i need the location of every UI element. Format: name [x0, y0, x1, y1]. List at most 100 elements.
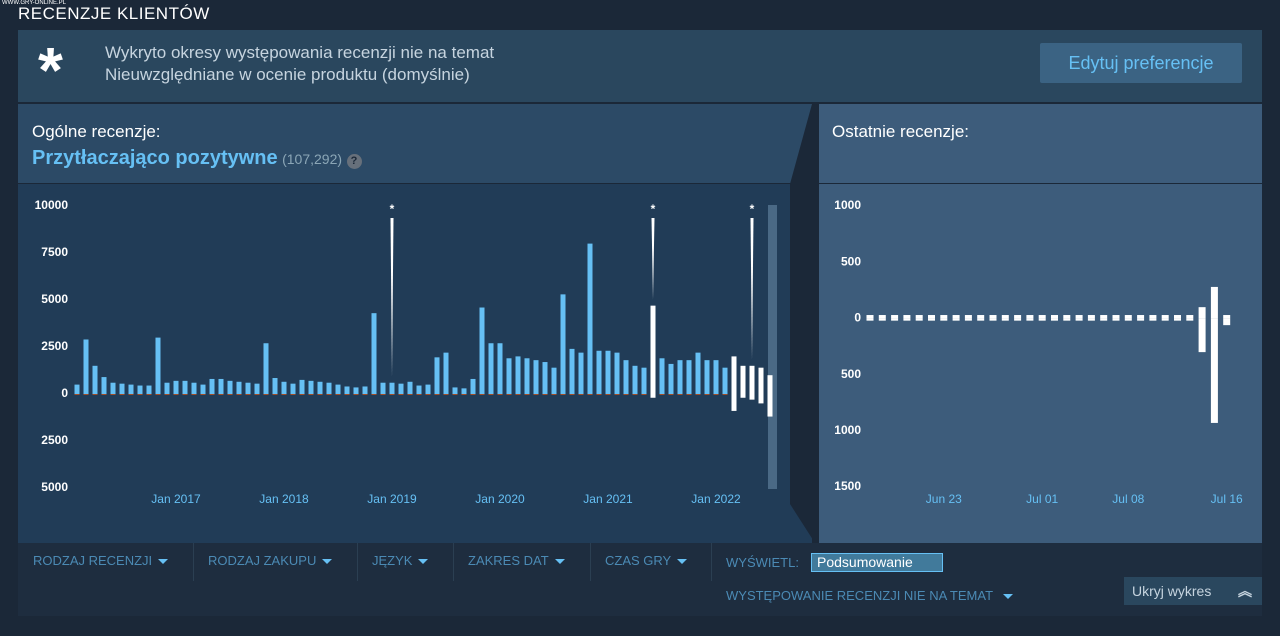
bar — [362, 386, 368, 394]
bar — [1186, 315, 1194, 319]
filter-dropdown[interactable]: ZAKRES DAT — [468, 553, 567, 568]
bar — [952, 318, 960, 321]
filter-dropdown[interactable]: JĘZYK — [372, 553, 430, 568]
bar — [218, 378, 224, 394]
y-tick-label: 1500 — [834, 479, 861, 493]
bar — [371, 394, 377, 395]
bar — [940, 315, 948, 319]
bar — [317, 394, 323, 395]
zoom-connector — [790, 104, 819, 543]
bar — [506, 394, 512, 395]
bar — [560, 394, 566, 395]
bar — [668, 363, 674, 394]
marker-line — [750, 218, 754, 360]
bar — [290, 383, 296, 394]
bar — [110, 394, 116, 395]
bar — [353, 387, 359, 394]
bar — [488, 343, 494, 394]
bar — [1198, 318, 1206, 353]
bar — [461, 394, 467, 395]
marker-line — [651, 218, 655, 300]
bar — [488, 394, 494, 395]
bar — [569, 394, 575, 395]
bar — [119, 394, 125, 395]
bar — [614, 394, 620, 395]
bar — [515, 394, 521, 395]
edit-preferences-button[interactable]: Edytuj preferencje — [1040, 43, 1242, 83]
separator — [590, 543, 591, 581]
bar — [200, 394, 206, 395]
bar — [668, 394, 674, 395]
bar — [1075, 318, 1083, 321]
bar — [155, 337, 161, 394]
hide-chart-button[interactable]: Ukryj wykres ︽ — [1124, 577, 1262, 605]
bar — [146, 394, 152, 395]
bar — [164, 382, 170, 394]
bar — [632, 394, 638, 395]
bar — [389, 394, 395, 395]
bar — [533, 360, 539, 394]
bar — [344, 394, 350, 395]
bar — [353, 394, 359, 395]
bar — [1112, 318, 1120, 321]
bar — [1210, 318, 1218, 423]
bar — [1186, 318, 1194, 321]
bar — [964, 318, 972, 321]
bar — [128, 394, 134, 395]
bar — [173, 394, 179, 395]
bar — [92, 394, 98, 395]
bar — [389, 382, 395, 394]
bar — [713, 360, 719, 394]
bar — [479, 394, 485, 395]
bar — [425, 384, 431, 394]
bar — [371, 313, 377, 394]
bar — [767, 394, 773, 417]
bar — [335, 384, 341, 394]
bar — [1001, 315, 1009, 319]
bar — [749, 394, 755, 400]
bar — [542, 394, 548, 395]
offtopic-filter[interactable]: WYSTĘPOWANIE RECENZJI NIE NA TEMAT — [726, 588, 1015, 603]
bar — [137, 385, 143, 394]
bar — [758, 394, 764, 404]
y-tick-label: 1000 — [834, 198, 861, 212]
bar — [560, 294, 566, 394]
bar — [722, 367, 728, 394]
offtopic-marker: * — [750, 202, 755, 216]
bar — [1001, 318, 1009, 321]
bar — [524, 358, 530, 394]
watermark: WWW.GRY-ONLINE.PL — [2, 0, 67, 6]
bar — [569, 348, 575, 394]
filter-dropdown[interactable]: RODZAJ ZAKUPU — [208, 553, 334, 568]
filter-dropdown[interactable]: CZAS GRY — [605, 553, 689, 568]
bar — [308, 380, 314, 394]
bar — [551, 394, 557, 395]
bar — [227, 380, 233, 394]
hide-chart-text: Ukryj wykres — [1132, 583, 1212, 599]
bar — [1026, 315, 1034, 319]
bar — [740, 394, 746, 398]
x-tick-label: Jul 01 — [1026, 492, 1058, 506]
bar — [380, 382, 386, 394]
bar — [524, 394, 530, 395]
bar — [533, 394, 539, 395]
bar — [74, 394, 80, 395]
bar — [191, 394, 197, 395]
connector-shape — [790, 104, 819, 543]
bar — [704, 360, 710, 394]
section-title: RECENZJE KLIENTÓW — [18, 4, 210, 23]
bar — [452, 394, 458, 395]
bar — [623, 360, 629, 394]
bar — [515, 356, 521, 394]
bar — [1063, 318, 1071, 321]
filter-dropdown[interactable]: RODZAJ RECENZJI — [33, 553, 170, 568]
help-icon[interactable]: ? — [346, 154, 362, 169]
y-tick-label: 0 — [854, 311, 861, 325]
bar — [542, 362, 548, 394]
bar — [245, 382, 251, 394]
asterisk-icon: * — [38, 34, 63, 106]
bar — [308, 394, 314, 395]
display-select[interactable]: Podsumowanie — [811, 553, 943, 572]
y-tick-label: 500 — [841, 254, 861, 268]
bar — [209, 394, 215, 395]
